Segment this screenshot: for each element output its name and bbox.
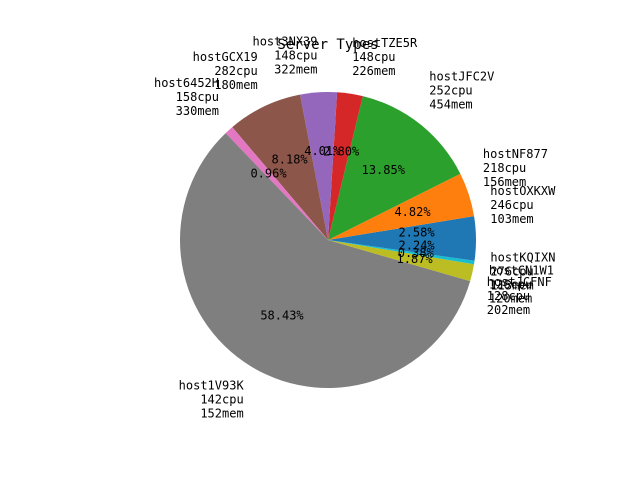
slice-label-mem: 202mem [487,303,530,317]
pie-slice-hostOXKXW [328,216,476,240]
slice-name-label: hostJFC2V 252cpu 454mem [429,70,494,112]
pie-slice-host1V93K [179,133,471,389]
slice-name-label: hostCN1W1 126cpu 120mem [489,264,554,306]
slice-label-mem: 180mem [214,78,257,92]
slice-label-name: host6452H [154,76,219,90]
slice-percent-label: 4.82% [394,205,431,219]
slice-label-mem: 156mem [483,175,526,189]
slice-label-cpu: 158cpu [176,90,219,104]
slice-name-label: host1V93K 142cpu 152mem [179,378,245,420]
slice-label-cpu: 246cpu [490,198,533,212]
slice-label-cpu: 126cpu [489,278,532,292]
slice-label-mem: 113mem [490,278,533,292]
slice-label-mem: 103mem [490,212,533,226]
pie-slice-hostNF877 [328,173,475,240]
slice-label-cpu: 142cpu [200,392,243,406]
pie-slice-hostCN1W1 [328,240,475,265]
slice-name-label: hostGCX19 282cpu 180mem [193,50,258,92]
slice-percent-label: 0.38% [398,246,435,260]
slice-percent-label: 8.18% [272,152,309,166]
slice-label-cpu: 276cpu [490,264,533,278]
slice-label-mem: 152mem [200,406,243,420]
slice-label-name: hostKQIXN [490,250,555,264]
slice-label-name: hostNF877 [483,147,548,161]
slice-percent-label: 1.87% [397,252,434,266]
pie-slice-hostTZE5R [328,92,363,240]
pie-slice-host3NX39 [300,92,338,240]
slice-name-label: hostTZE5R 148cpu 226mem [352,36,418,78]
slice-label-mem: 330mem [176,104,219,118]
pie-slice-hostKQIXN [328,240,476,261]
slice-name-label: hostOXKXW 246cpu 103mem [490,184,556,226]
slice-label-mem: 454mem [429,98,472,112]
slice-label-mem: 120mem [489,292,532,306]
slice-label-cpu: 252cpu [429,84,472,98]
slice-label-cpu: 148cpu [274,49,317,63]
slice-label-cpu: 218cpu [483,161,526,175]
slice-label-name: hostJFC2V [429,70,494,84]
slice-label-name: hostCN1W1 [489,264,554,278]
slice-label-name: host1V93K [179,378,245,392]
slice-name-label: host6452H 158cpu 330mem [154,76,219,118]
slice-percent-label: 58.43% [260,309,304,323]
pie-slice-hostGCX19 [232,94,328,240]
slice-label-cpu: 282cpu [214,64,257,78]
slice-name-label: host3NX39 148cpu 322mem [252,35,317,77]
slice-percent-label: 2.58% [398,225,435,239]
slice-name-label: hostKQIXN 276cpu 113mem [490,250,555,292]
slice-label-cpu: 128cpu [487,289,530,303]
pie-slice-hostJFC2V [328,96,461,240]
slice-label-cpu: 148cpu [352,50,395,64]
slice-name-label: hostJCFNF 128cpu 202mem [487,275,552,317]
slice-label-name: hostOXKXW [490,184,556,198]
pie-slice-host6452H [225,127,328,240]
slice-label-name: host3NX39 [252,35,317,49]
slice-percent-label: 13.85% [362,163,406,177]
slice-name-label: hostNF877 218cpu 156mem [483,147,548,189]
slice-label-mem: 322mem [274,63,317,77]
slice-label-name: hostTZE5R [352,36,418,50]
slice-percent-label: 2.24% [399,239,436,253]
slice-label-mem: 226mem [352,64,395,78]
slice-percent-label: 4.01% [304,144,341,158]
slice-label-name: hostJCFNF [487,275,552,289]
slice-percent-label: 0.96% [250,167,287,181]
slice-label-name: hostGCX19 [193,50,258,64]
slice-percent-label: 2.80% [323,145,360,159]
pie-slice-hostJCFNF [328,240,474,282]
chart-title: Server Types [277,37,378,53]
